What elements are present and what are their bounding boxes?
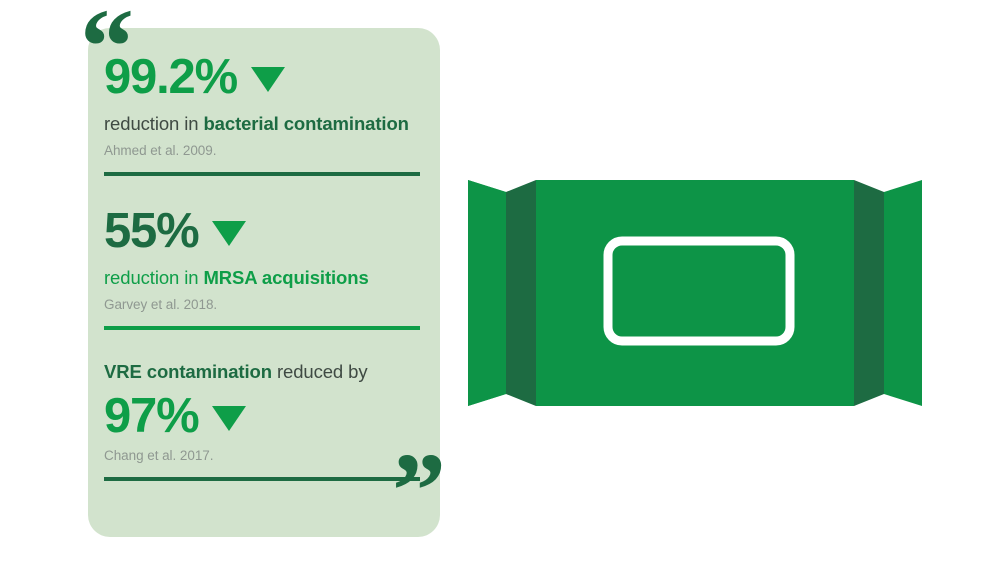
stat-description-lead: reduction in [104, 267, 204, 289]
stat-headline: 99.2% [104, 50, 420, 104]
packet-left-fold [506, 180, 536, 406]
stat-value: 99.2% [104, 50, 238, 104]
stat-divider [104, 326, 420, 331]
stat-description: reduction in bacterial contamination [104, 112, 420, 137]
stat-citation: Chang et al. 2017. [104, 448, 214, 464]
stat-list: 99.2% reduction in bacterial contaminati… [104, 50, 420, 482]
stat-value: 55% [104, 204, 200, 259]
packet-right-fold [854, 180, 884, 406]
stat-headline: 97% [104, 388, 420, 443]
down-triangle-icon [212, 405, 247, 431]
stat-description-emphasis: VRE contamination [104, 361, 272, 383]
packet-right-flap [884, 180, 922, 406]
stat-block-vre-contamination: VRE contamination reduced by 97% Chang e… [104, 360, 420, 482]
stat-description: VRE contamination reduced by [104, 360, 420, 385]
quote-card [88, 28, 440, 537]
stat-citation: Garvey et al. 2018. [104, 297, 218, 313]
stat-description-emphasis: MRSA acquisitions [203, 267, 369, 289]
stat-headline: 55% [104, 204, 420, 259]
disinfectant-wipes-packet-illustration [460, 168, 930, 418]
stat-description-emphasis: bacterial contamination [203, 113, 409, 135]
stat-block-mrsa-acquisitions: 55% reduction in MRSA acquisitions Garve… [104, 204, 420, 331]
stat-divider [104, 172, 420, 177]
stat-citation: Ahmed et al. 2009. [104, 143, 217, 159]
packet-body [536, 180, 854, 406]
stat-description-lead: reduction in [104, 113, 204, 135]
stat-description: reduction in MRSA acquisitions [104, 266, 420, 291]
closing-quote-icon: ” [392, 432, 446, 551]
stat-block-bacterial-contamination: 99.2% reduction in bacterial contaminati… [104, 50, 420, 177]
stat-divider [104, 477, 420, 482]
stat-description-trail: reduced by [271, 361, 368, 383]
stat-value: 97% [104, 388, 200, 443]
packet-left-flap-lower [468, 180, 506, 406]
opening-quote-icon: “ [80, 0, 134, 107]
packet-label-outline [603, 236, 795, 346]
down-triangle-icon [212, 221, 247, 247]
down-triangle-icon [250, 67, 285, 93]
